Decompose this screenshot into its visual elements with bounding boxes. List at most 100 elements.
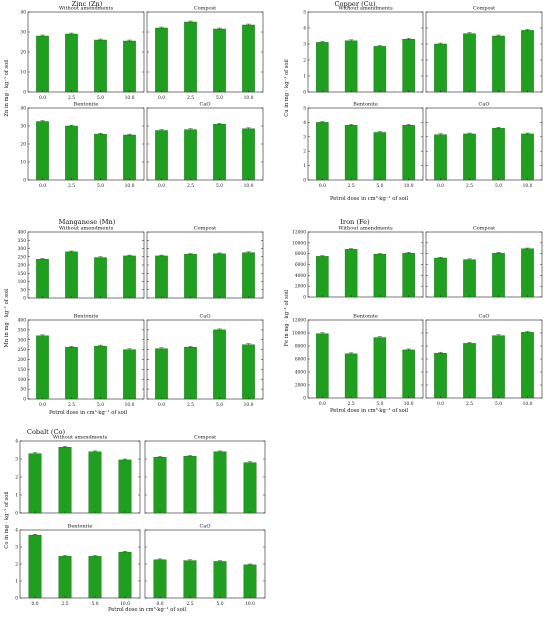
bar — [153, 559, 167, 599]
chart-title: Manganese (Mn) — [59, 218, 116, 226]
y-tick-label: 8000 — [295, 345, 306, 350]
panel: CaO 0.0 2.5 5.0 10.0 — [146, 102, 264, 189]
panel-title: CaO — [479, 314, 490, 320]
bar — [88, 556, 102, 599]
y-tick-label: 50 — [20, 288, 26, 293]
panel: CaO 0.0 2.5 5.0 10.0 — [425, 314, 543, 407]
bar — [242, 252, 255, 299]
bar — [184, 21, 197, 93]
panel: Without amendments 0 10 20 30 40 0.0 2.5 5.0 10.0 — [20, 6, 145, 101]
chart-3: Iron (Fe) Fe in mg · kg⁻¹ of soil Petrol d… — [284, 218, 543, 414]
y-tick-label: 12000 — [292, 319, 306, 324]
bar — [213, 561, 227, 599]
bar — [521, 248, 534, 298]
chart-0: Zinc (Zn) Zn in mg · kg⁻¹ of soil Without … — [4, 0, 264, 189]
x-tick-label: 0.0 — [39, 184, 46, 189]
panel: Compost 0.0 2.5 5.0 10.0 — [146, 6, 264, 101]
bar — [36, 259, 49, 299]
bar — [155, 27, 168, 93]
y-tick-label: 200 — [18, 264, 27, 269]
x-tick-label: 2.5 — [187, 184, 194, 189]
bar — [463, 133, 476, 181]
x-tick-label: 10.0 — [523, 402, 533, 407]
panel-title: Compost — [194, 435, 216, 441]
panel-title: CaO — [200, 102, 211, 108]
y-tick-label: 40 — [20, 107, 26, 112]
panel-title: Bentonite — [353, 102, 378, 108]
bar — [123, 134, 136, 181]
x-tick-label: 2.5 — [68, 96, 75, 101]
bar — [155, 348, 168, 400]
chart-1: Copper (Cu) Cu in mg · kg⁻¹ of soil Petrol… — [284, 0, 543, 202]
panel-title: Bentonite — [353, 314, 378, 320]
y-tick-label: 250 — [18, 348, 27, 353]
bar — [434, 134, 447, 181]
bar — [434, 257, 447, 298]
x-tick-label: 5.0 — [216, 403, 223, 408]
x-tick-label: 10.0 — [125, 403, 135, 408]
y-tick-label: 5 — [303, 11, 306, 16]
panel-frame — [307, 11, 424, 93]
y-tick-label: 1 — [15, 580, 18, 585]
y-tick-label: 1 — [303, 164, 306, 169]
panel-title: Bentonite — [74, 314, 99, 320]
bar — [316, 256, 329, 298]
x-tick-label: 2.5 — [68, 184, 75, 189]
x-tick-label: 0.0 — [158, 96, 165, 101]
y-tick-label: 2 — [303, 59, 306, 64]
y-tick-label: 3 — [15, 546, 18, 551]
bar — [58, 556, 72, 599]
panel: Bentonite 0 1 2 3 4 0.0 2.5 5.0 10.0 — [15, 524, 141, 607]
x-tick-label: 0.0 — [157, 602, 164, 607]
bar — [213, 329, 226, 400]
x-tick-label: 0.0 — [437, 402, 444, 407]
x-tick-label: 10.0 — [523, 184, 533, 189]
panel: CaO 0.0 2.5 5.0 10.0 — [144, 524, 266, 607]
bar — [213, 451, 227, 514]
bar — [373, 337, 387, 399]
panel: CaO 0.0 2.5 5.0 10.0 — [146, 314, 264, 408]
bar — [28, 534, 42, 599]
x-tick-label: 2.5 — [68, 403, 75, 408]
panel-title: Compost — [194, 226, 216, 232]
x-tick-label: 0.0 — [319, 184, 326, 189]
y-tick-label: 10 — [20, 71, 26, 76]
y-tick-label: 0 — [23, 91, 26, 96]
y-tick-label: 2000 — [295, 384, 306, 389]
bar — [88, 451, 102, 514]
bar — [94, 133, 107, 181]
y-axis-label: Zn in mg · kg⁻¹ of soil — [4, 59, 10, 116]
panel-frame — [425, 11, 543, 93]
y-tick-label: 400 — [18, 319, 27, 324]
bar — [94, 345, 107, 400]
x-tick-label: 0.0 — [158, 403, 165, 408]
panel: Without amendments 0 1 2 3 4 — [15, 435, 141, 517]
bar — [344, 353, 358, 399]
bar — [463, 33, 476, 93]
bar — [344, 249, 358, 298]
chart-2: Manganese (Mn) Mn in mg · kg⁻¹ of soil Pet… — [4, 218, 264, 416]
y-tick-label: 0 — [15, 512, 18, 517]
y-tick-label: 50 — [20, 388, 26, 393]
panel-title: Without amendments — [338, 226, 393, 232]
bar — [123, 40, 136, 93]
y-tick-label: 200 — [18, 358, 27, 363]
y-tick-label: 3 — [303, 135, 306, 140]
y-axis-label: Fe in mg · kg⁻¹ of soil — [284, 289, 290, 346]
x-tick-label: 10.0 — [244, 403, 254, 408]
y-axis-label: Co in mg · kg⁻¹ of soil — [4, 491, 10, 549]
x-tick-label: 0.0 — [437, 184, 444, 189]
bar — [184, 129, 197, 181]
bar — [402, 39, 415, 93]
y-tick-label: 6000 — [295, 358, 306, 363]
x-tick-label: 5.0 — [376, 402, 383, 407]
bar — [521, 133, 534, 181]
y-tick-label: 300 — [18, 338, 27, 343]
y-tick-label: 5 — [303, 107, 306, 112]
bar — [521, 30, 534, 93]
bar — [243, 564, 257, 599]
bar — [184, 254, 197, 299]
y-tick-label: 2 — [15, 476, 18, 481]
y-tick-label: 30 — [20, 31, 26, 36]
bar — [36, 35, 49, 93]
